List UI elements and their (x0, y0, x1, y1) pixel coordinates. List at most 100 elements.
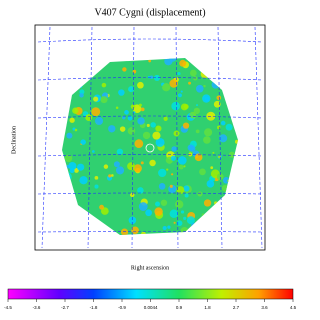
grid-line (217, 26, 223, 249)
colorbar-tick-label: 4.5 (290, 305, 297, 310)
speckle (69, 117, 75, 123)
speckle (131, 226, 139, 235)
speckle (134, 139, 144, 148)
speckle (164, 58, 173, 66)
speckle (96, 227, 100, 231)
speckle (72, 107, 79, 114)
speckle (148, 59, 152, 63)
speckle (221, 62, 226, 68)
speckle (160, 199, 168, 206)
colorbar-tick-label: -1.8 (90, 305, 98, 310)
speckle (229, 60, 233, 64)
speckle (153, 74, 161, 81)
speckle (166, 168, 169, 171)
speckle (183, 216, 187, 221)
speckle (62, 172, 72, 182)
grid-line (37, 192, 263, 195)
speckle (130, 104, 136, 109)
speckle (224, 200, 228, 204)
speckle (216, 95, 222, 101)
speckle (171, 101, 180, 111)
colorbar (7, 288, 294, 300)
speckle (122, 116, 126, 120)
speckle (196, 224, 202, 230)
speckle (154, 207, 163, 216)
speckle (199, 168, 206, 176)
speckle (180, 90, 183, 93)
speckle (137, 81, 144, 89)
speckle (210, 166, 214, 170)
colorbar-tick-label: 0.0044 (144, 305, 158, 310)
colorbar-tick-label: -2.7 (61, 305, 69, 310)
y-axis-label: Declination (11, 126, 17, 154)
speckle (215, 62, 220, 67)
speckle (230, 64, 234, 67)
speckle (72, 71, 80, 79)
speckle (93, 96, 99, 102)
speckle (203, 199, 212, 207)
speckle (152, 131, 161, 140)
speckle (171, 173, 174, 176)
speckle (222, 58, 232, 62)
speckle (113, 161, 120, 168)
speckle (98, 225, 108, 235)
speckle (108, 125, 116, 133)
speckle (62, 93, 67, 99)
speckle (230, 66, 234, 70)
speckle (211, 80, 220, 89)
speckle (225, 123, 233, 131)
speckle (88, 67, 93, 72)
speckle (72, 70, 78, 76)
speckle (202, 94, 211, 103)
speckle (62, 155, 64, 158)
speckle (101, 82, 107, 88)
grid-line (37, 154, 263, 157)
speckle (194, 153, 203, 162)
speckle (221, 218, 227, 223)
grid-line (41, 26, 51, 249)
speckle (140, 107, 145, 112)
speckle (195, 104, 199, 107)
colorbar-tick-label: 3.6 (261, 305, 268, 310)
speckle (129, 89, 132, 92)
speckle (212, 151, 215, 154)
speckle (92, 150, 95, 153)
speckle (229, 197, 237, 205)
speckle (215, 74, 221, 79)
speckle (94, 116, 104, 126)
speckle (214, 207, 224, 217)
speckle (67, 189, 73, 195)
grid-line (131, 26, 135, 249)
speckle (138, 103, 142, 107)
speckle (235, 128, 238, 136)
colorbar-tick-label: -3.6 (33, 305, 41, 310)
speckle (180, 227, 189, 235)
speckle (163, 116, 168, 121)
speckle (227, 186, 234, 193)
colorbar-tick-label: 1.8 (204, 305, 211, 310)
speckle (100, 96, 108, 104)
speckle (177, 93, 182, 98)
speckle (65, 191, 73, 199)
speckle (63, 206, 67, 210)
speckle (133, 164, 142, 173)
speckle (127, 127, 136, 135)
speckle (94, 175, 99, 180)
speckle (149, 159, 156, 167)
speckle (170, 155, 176, 161)
speckle (222, 58, 231, 63)
speckle (169, 209, 179, 218)
speckle (155, 125, 162, 132)
chart: V407 Cygni (displacement) Right ascensio… (4, 7, 297, 310)
speckle (64, 154, 73, 163)
speckle (158, 183, 166, 190)
speckle (94, 59, 98, 63)
speckle (124, 110, 129, 115)
speckle (81, 73, 87, 79)
colorbar-tick-label: 0.9 (176, 305, 183, 310)
speckle (200, 69, 210, 79)
speckle (140, 161, 144, 165)
speckle (94, 184, 99, 189)
speckle (99, 204, 105, 210)
speckle (79, 176, 88, 185)
